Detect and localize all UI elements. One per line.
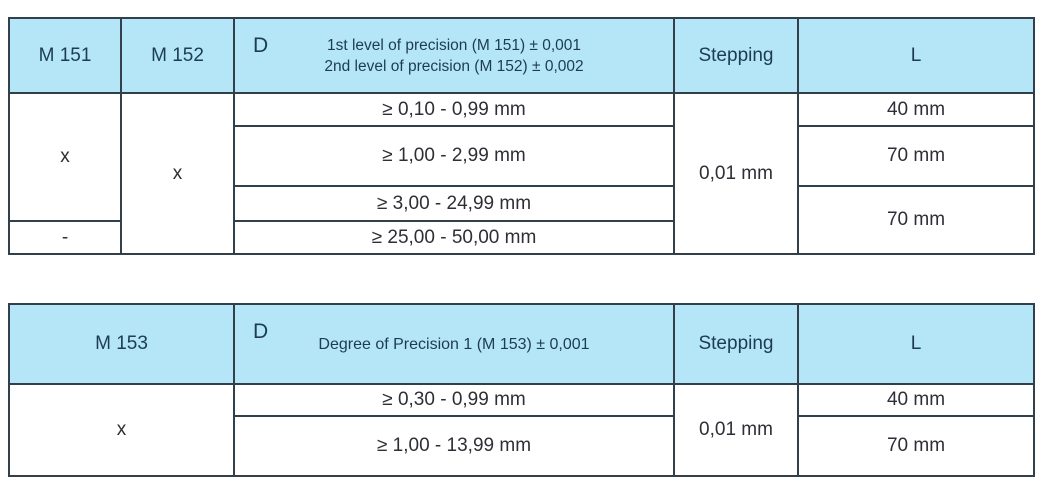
cell-m152-mark: x — [120, 92, 235, 255]
cell-l-1-t2: 40 mm — [797, 383, 1035, 417]
header-cell-stepping-2: Stepping — [673, 303, 799, 385]
table1-row-4: - ≥ 25,00 - 50,00 mm — [8, 220, 1034, 255]
table1-row-3: ≥ 3,00 - 24,99 mm 70 mm — [9, 185, 1035, 255]
header-cell-m152: M 152 — [120, 17, 235, 94]
cell-stepping-value-t2: 0,01 mm — [673, 383, 799, 477]
header-cell-l: L — [797, 17, 1035, 94]
d-description: 1st level of precision (M 151) ± 0,001 2… — [236, 35, 672, 77]
table1-header-row: M 151 M 152 D 1st level of precision (M … — [8, 17, 1035, 94]
cell-range-2-t2: ≥ 1,00 - 13,99 mm — [233, 415, 675, 477]
header-cell-l-2: L — [797, 303, 1035, 385]
table-precision-m151-m152: M 151 M 152 D 1st level of precision (M … — [8, 17, 1035, 255]
cell-range-4: ≥ 25,00 - 50,00 mm — [233, 220, 675, 255]
cell-range-2: ≥ 1,00 - 2,99 mm — [233, 125, 675, 187]
table1-row-2: ≥ 1,00 - 2,99 mm 70 mm — [9, 125, 1035, 187]
cell-l-2-t2: 70 mm — [797, 415, 1035, 477]
cell-m153-mark: x — [8, 383, 235, 477]
d-description-line1: 1st level of precision (M 151) ± 0,001 — [326, 36, 582, 54]
cell-l-2: 70 mm — [797, 125, 1035, 187]
table2-header-row: M 153 D Degree of Precision 1 (M 153) ± … — [8, 303, 1035, 385]
d-description-2: Degree of Precision 1 (M 153) ± 0,001 — [236, 334, 672, 355]
cell-m151-mark: x — [8, 92, 122, 222]
cell-m151-dash: - — [8, 220, 122, 255]
table2-row-2: ≥ 1,00 - 13,99 mm 70 mm — [9, 415, 1035, 477]
header-cell-stepping: Stepping — [673, 17, 799, 94]
header-cell-m151: M 151 — [8, 17, 122, 94]
d-label: D — [253, 34, 269, 57]
cell-l-1: 40 mm — [797, 92, 1035, 127]
header-cell-m153: M 153 — [8, 303, 235, 385]
cell-range-1-t2: ≥ 0,30 - 0,99 mm — [233, 383, 675, 417]
table-precision-m153: M 153 D Degree of Precision 1 (M 153) ± … — [8, 303, 1035, 477]
d-label-2: D — [253, 320, 269, 343]
table1-row-1: x x ≥ 0,10 - 0,99 mm 0,01 mm 40 mm — [8, 92, 1035, 255]
cell-range-1: ≥ 0,10 - 0,99 mm — [233, 92, 675, 127]
cell-stepping-value: 0,01 mm — [673, 92, 799, 255]
d-description-line2: 2nd level of precision (M 152) ± 0,002 — [324, 57, 584, 75]
cell-l-3: 70 mm — [797, 185, 1035, 255]
cell-range-3: ≥ 3,00 - 24,99 mm — [233, 185, 675, 222]
header-cell-d-2: D Degree of Precision 1 (M 153) ± 0,001 — [233, 303, 675, 385]
table2-row-1: x ≥ 0,30 - 0,99 mm 0,01 mm 40 mm — [8, 383, 1035, 477]
d-description-2-line: Degree of Precision 1 (M 153) ± 0,001 — [318, 335, 590, 353]
header-cell-d: D 1st level of precision (M 151) ± 0,001… — [233, 17, 675, 94]
